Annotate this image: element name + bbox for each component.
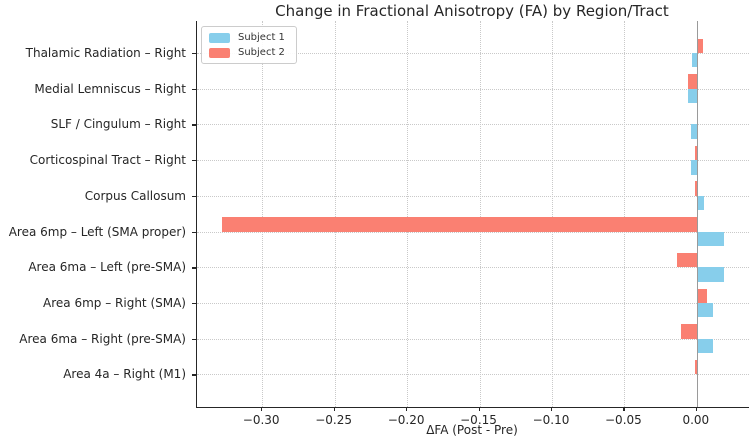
legend-label-subject-1: Subject 1 (238, 32, 285, 43)
x-tick-mark (550, 407, 553, 411)
bar-subject-2 (696, 288, 707, 304)
x-tick-mark (406, 407, 408, 411)
horizontal-gridline (197, 124, 749, 126)
legend-swatch-subject-2-icon (209, 47, 230, 58)
y-tick-label: Medial Lemniscus – Right (34, 81, 186, 96)
legend-entry-subject-1: Subject 1 (209, 32, 285, 43)
x-tick-mark (333, 407, 335, 411)
horizontal-gridline (197, 160, 749, 162)
legend: Subject 1 Subject 2 (201, 26, 297, 64)
vertical-gridline (334, 21, 336, 407)
x-tick-label: −0.20 (387, 413, 425, 427)
bar-subject-2 (680, 324, 697, 339)
legend-swatch-subject-1-icon (209, 32, 230, 43)
plot-area (196, 21, 749, 408)
vertical-gridline (407, 21, 409, 407)
bar-subject-1 (688, 88, 697, 104)
legend-entry-subject-2: Subject 2 (209, 47, 285, 58)
x-tick-mark (695, 407, 698, 411)
x-tick-label: −0.15 (460, 413, 497, 427)
x-tick-mark (623, 407, 625, 411)
bar-subject-1 (691, 124, 697, 139)
horizontal-gridline (197, 374, 749, 376)
horizontal-gridline (197, 231, 749, 233)
vertical-gridline (479, 21, 481, 407)
y-tick-label: Area 4a – Right (M1) (63, 367, 186, 382)
bar-subject-2 (695, 360, 697, 375)
bar-subject-1 (691, 160, 697, 175)
chart-title: Change in Fractional Anisotropy (FA) by … (275, 2, 669, 20)
x-tick-label: 0.00 (682, 413, 710, 427)
y-tick-mark (192, 374, 196, 376)
y-tick-mark (192, 267, 196, 269)
y-tick-label: Corpus Callosum (84, 188, 186, 203)
y-tick-mark (192, 124, 196, 126)
y-tick-label: Area 6mp – Left (SMA proper) (8, 224, 186, 239)
bar-subject-2 (695, 145, 697, 161)
x-tick-label: −0.05 (605, 413, 642, 427)
horizontal-gridline (197, 267, 749, 269)
y-tick-label: Area 6mp – Right (SMA) (43, 296, 186, 311)
bar-subject-1 (696, 267, 725, 282)
zero-line (696, 21, 699, 407)
y-tick-label: Corticospinal Tract – Right (29, 153, 186, 168)
horizontal-gridline (197, 53, 749, 54)
x-axis-label: ΔFA (Post - Pre) (426, 423, 518, 437)
y-tick-mark (192, 195, 196, 198)
vertical-gridline (262, 21, 264, 407)
y-tick-mark (192, 338, 196, 340)
bar-subject-1 (696, 338, 713, 354)
y-tick-mark (192, 88, 196, 90)
horizontal-gridline (197, 88, 749, 90)
x-tick-label: −0.10 (532, 413, 570, 427)
y-tick-mark (192, 53, 196, 55)
vertical-gridline (624, 21, 626, 407)
x-tick-mark (478, 407, 480, 411)
bar-subject-2 (676, 252, 697, 268)
horizontal-gridline (197, 303, 749, 305)
bar-subject-1 (692, 53, 697, 68)
vertical-gridline (551, 21, 553, 407)
x-tick-mark (261, 407, 263, 411)
bar-subject-1 (696, 195, 705, 211)
horizontal-gridline (197, 195, 749, 197)
horizontal-gridline (197, 338, 749, 340)
bar-subject-1 (696, 303, 713, 318)
x-tick-label: −0.30 (242, 413, 280, 427)
bar-subject-2 (696, 38, 703, 53)
bar-subject-1 (696, 231, 725, 246)
y-tick-mark (192, 303, 196, 305)
y-tick-mark (192, 160, 196, 162)
y-tick-label: Thalamic Radiation – Right (25, 46, 186, 60)
y-tick-mark (192, 231, 196, 233)
y-tick-label: Area 6ma – Right (pre-SMA) (19, 331, 186, 346)
legend-label-subject-2: Subject 2 (238, 47, 285, 58)
y-tick-label: Area 6ma – Left (pre-SMA) (28, 260, 186, 275)
bar-subject-2 (688, 74, 697, 89)
bar-subject-2 (221, 217, 697, 232)
bar-subject-2 (695, 181, 697, 196)
y-tick-label: SLF / Cingulum – Right (50, 117, 186, 132)
x-tick-label: −0.25 (315, 413, 353, 427)
